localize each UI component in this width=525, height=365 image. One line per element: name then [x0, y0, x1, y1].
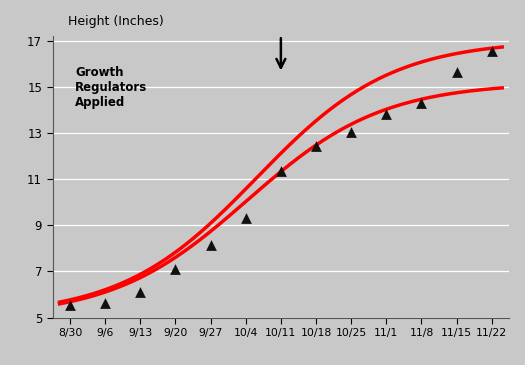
Point — [136, 289, 144, 295]
Point — [206, 242, 215, 248]
Point — [417, 100, 426, 106]
Point — [66, 302, 74, 308]
Point — [347, 129, 355, 135]
Point — [101, 300, 109, 306]
Point — [488, 49, 496, 54]
Point — [312, 143, 320, 149]
Text: Height (Inches): Height (Inches) — [68, 15, 164, 28]
Point — [382, 111, 391, 116]
Point — [242, 216, 250, 222]
Point — [171, 266, 180, 272]
Point — [277, 168, 285, 174]
Text: Growth
Regulators
Applied: Growth Regulators Applied — [76, 66, 148, 110]
Point — [453, 69, 461, 75]
